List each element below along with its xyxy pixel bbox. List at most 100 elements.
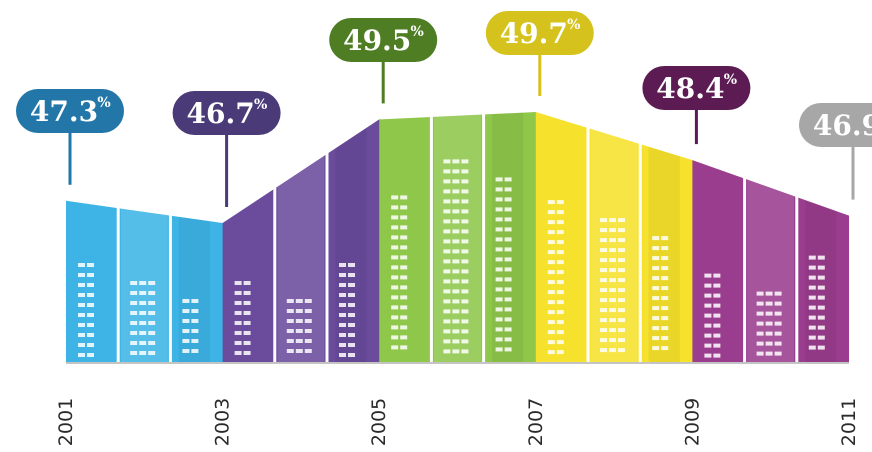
window (87, 263, 94, 267)
window (148, 351, 156, 355)
window (400, 225, 408, 230)
value-bubble-2001: 47.3% (16, 89, 124, 185)
window (452, 219, 460, 224)
window (600, 278, 607, 283)
window (504, 197, 512, 202)
window (461, 299, 469, 304)
window (461, 189, 469, 194)
bubble-pointer (694, 106, 698, 145)
window (452, 159, 460, 164)
window (713, 293, 721, 298)
bubble-body (642, 66, 751, 110)
window (87, 323, 94, 327)
window (295, 329, 303, 333)
building-windows (78, 159, 825, 358)
window (618, 238, 625, 243)
window (461, 329, 469, 334)
unit-label: % (567, 17, 580, 33)
window (295, 309, 303, 313)
window (713, 303, 721, 308)
window (495, 207, 503, 212)
window (704, 303, 712, 308)
window (618, 288, 625, 293)
window (348, 273, 355, 277)
window (704, 323, 712, 328)
window (556, 270, 564, 275)
window (452, 239, 460, 244)
window (504, 177, 512, 182)
building-separators (66, 90, 849, 364)
window (78, 293, 85, 297)
window (130, 351, 138, 355)
window (609, 338, 616, 343)
window (400, 325, 408, 330)
window (652, 326, 660, 331)
window (556, 210, 564, 215)
window (391, 215, 399, 220)
window (87, 313, 94, 317)
value-label-2007: 49.7 (500, 17, 568, 50)
window (400, 275, 408, 280)
window (495, 267, 503, 272)
window (182, 299, 190, 303)
window (139, 301, 147, 305)
window (78, 333, 85, 337)
window (756, 291, 764, 296)
window (817, 335, 825, 340)
window (452, 209, 460, 214)
window (817, 295, 825, 300)
window (547, 290, 555, 295)
window (756, 321, 764, 326)
window (765, 291, 773, 296)
window (243, 351, 251, 355)
window (234, 341, 242, 345)
window (234, 331, 242, 335)
window (461, 319, 469, 324)
value-label-2003: 46.7 (186, 97, 254, 130)
window (609, 278, 616, 283)
window (556, 310, 564, 315)
bubble-body (16, 89, 124, 133)
bubble-pointer (225, 131, 229, 207)
window (87, 333, 94, 337)
window (130, 321, 138, 325)
window (339, 323, 346, 327)
window (495, 347, 503, 352)
window (504, 327, 512, 332)
window (756, 351, 764, 356)
window (461, 259, 469, 264)
x-tick-2009: 2009 (681, 398, 703, 446)
window (504, 347, 512, 352)
window (461, 279, 469, 284)
window (609, 308, 616, 313)
window (461, 199, 469, 204)
window (652, 286, 660, 291)
window (391, 325, 399, 330)
window (495, 197, 503, 202)
window (234, 351, 242, 355)
window (87, 273, 94, 277)
window (600, 268, 607, 273)
window (443, 199, 451, 204)
window (618, 228, 625, 233)
window (609, 268, 616, 273)
window (713, 283, 721, 288)
window (556, 280, 564, 285)
window (461, 169, 469, 174)
window (461, 239, 469, 244)
window (443, 289, 451, 294)
window (609, 258, 616, 263)
window (600, 338, 607, 343)
window (808, 335, 816, 340)
window (182, 329, 190, 333)
window (704, 293, 712, 298)
window (234, 291, 242, 295)
window (461, 349, 469, 354)
window (504, 267, 512, 272)
window (808, 285, 816, 290)
window (652, 296, 660, 301)
building-tint (747, 112, 795, 362)
window (600, 238, 607, 243)
window (547, 250, 555, 255)
window (348, 323, 355, 327)
